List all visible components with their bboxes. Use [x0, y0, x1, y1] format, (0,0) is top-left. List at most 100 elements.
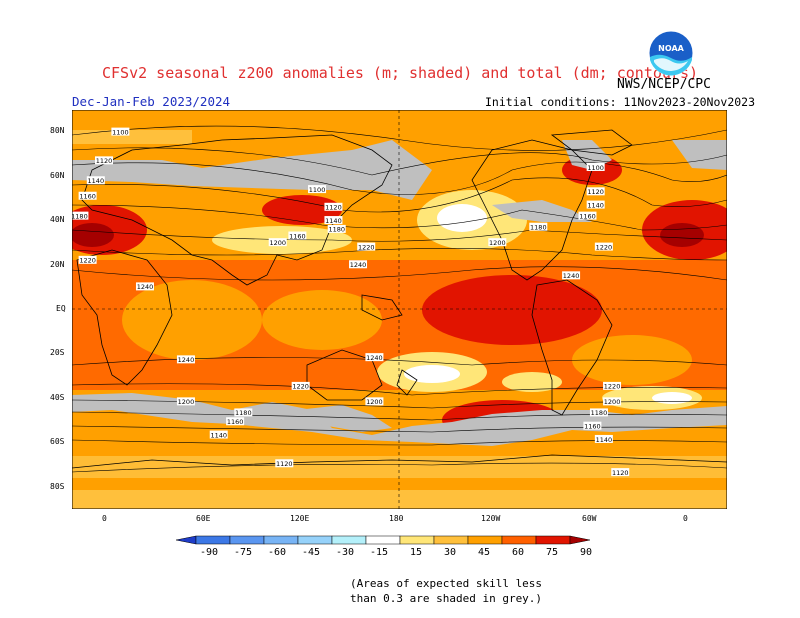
contour-label: 1120 — [587, 188, 604, 196]
contour-label-bg — [209, 430, 228, 439]
contour-label: 1120 — [325, 204, 342, 212]
colorbar-label: 75 — [546, 547, 559, 558]
contour-label-bg — [72, 211, 89, 220]
contour-label-bg — [586, 187, 605, 196]
skill-note-line2: than 0.3 are shaded in grey.) — [350, 592, 543, 605]
contour-label-bg — [234, 408, 253, 417]
contour-label: 1220 — [79, 257, 96, 265]
contour-label: 1200 — [489, 239, 506, 247]
contour-label-bg — [578, 211, 597, 220]
contour-label-bg — [226, 417, 245, 426]
contour-label-bg — [586, 162, 605, 171]
contour-label: 1240 — [563, 272, 580, 280]
contour-label: 1220 — [292, 383, 309, 391]
contour-label-bg — [135, 282, 154, 291]
skill-note-line1: (Areas of expected skill less — [350, 577, 543, 590]
contour-label: 1160 — [79, 193, 96, 201]
contour-label-bg — [603, 397, 622, 406]
contour-label: 1100 — [587, 164, 604, 172]
lon-label: 120E — [290, 514, 310, 523]
coastlines — [72, 129, 727, 469]
season-label: Dec-Jan-Feb 2023/2024 — [72, 94, 231, 109]
contour-label: 1180 — [591, 409, 608, 417]
contour-label: 1140 — [587, 201, 604, 209]
colorbar-label: -90 — [200, 547, 219, 558]
contour-label: 1180 — [235, 409, 252, 417]
contour-label: 1160 — [289, 232, 306, 240]
contour-label: 1160 — [227, 418, 244, 426]
contour-labels: 1100112011401160118012201240110011201140… — [72, 127, 630, 477]
contour-label: 1120 — [96, 157, 113, 165]
contour-label: 1120 — [276, 460, 293, 468]
colorbar-cell — [365, 535, 401, 545]
contour-label: 1220 — [596, 243, 613, 251]
lat-label: 20S — [50, 348, 65, 357]
contour-label-bg — [594, 242, 613, 251]
contour-label: 1140 — [596, 436, 613, 444]
colorbar — [176, 535, 591, 545]
contour-label-bg — [176, 397, 195, 406]
colorbar-cell — [535, 535, 571, 545]
colorbar-label: 45 — [478, 547, 491, 558]
contour-label: 1100 — [309, 186, 326, 194]
colorbar-cell — [331, 535, 367, 545]
contour-label: 1200 — [604, 398, 621, 406]
contour-label-bg — [176, 355, 195, 364]
contour-label: 1100 — [112, 128, 129, 136]
contour-label-bg — [488, 238, 507, 247]
colorbar-label: -75 — [234, 547, 253, 558]
contour-label-bg — [308, 185, 327, 194]
lat-label: EQ — [56, 304, 66, 313]
contour-label: 1180 — [530, 223, 547, 231]
contour-label-bg — [327, 224, 346, 233]
contour-label-bg — [589, 408, 608, 417]
contour-label-bg — [288, 231, 307, 240]
contour-label-bg — [95, 156, 113, 165]
contour-label-bg — [586, 200, 605, 209]
contour-label-bg — [357, 242, 376, 251]
contour-label: 1180 — [328, 226, 345, 234]
initial-conditions-label: Initial conditions: 11Nov2023-20Nov2023 — [485, 95, 756, 109]
contour-label-bg — [324, 216, 343, 225]
lon-label: 0 — [683, 514, 688, 523]
contour-label: 1140 — [88, 177, 105, 185]
lat-label: 60N — [50, 171, 65, 180]
contour-label-bg — [529, 222, 548, 231]
contour-label: 1160 — [584, 422, 601, 430]
colorbar-label: 30 — [444, 547, 457, 558]
lon-label: 120W — [481, 514, 501, 523]
contour-label: 1120 — [612, 469, 629, 477]
lon-label: 60E — [196, 514, 211, 523]
contour-label: 1200 — [366, 398, 383, 406]
colorbar-arrow-right — [569, 535, 591, 545]
lat-label: 60S — [50, 437, 65, 446]
colorbar-cell — [433, 535, 469, 545]
colorbar-cell — [399, 535, 435, 545]
contour-label: 1240 — [137, 283, 154, 291]
contour-label: 1140 — [325, 217, 342, 225]
colorbar-cell — [229, 535, 265, 545]
contour-label: 1180 — [72, 212, 88, 220]
contour-label-bg — [111, 127, 130, 136]
contour-label-bg — [291, 381, 310, 390]
colorbar-label: 90 — [580, 547, 593, 558]
logo-text: NOAA — [658, 44, 684, 53]
contour-label-bg — [562, 271, 581, 280]
colorbar-label: 60 — [512, 547, 525, 558]
colorbar-label: -30 — [336, 547, 355, 558]
source-label: NWS/NCEP/CPC — [617, 77, 711, 92]
colorbar-arrow-left — [176, 535, 197, 545]
low-skill-region-southern-ocean — [72, 393, 727, 446]
map-title: CFSv2 seasonal z200 anomalies (m; shaded… — [101, 64, 699, 82]
contour-label-bg — [603, 381, 622, 390]
contour-label: 1200 — [178, 398, 195, 406]
contour-label-bg — [275, 459, 294, 468]
contour-label: 1220 — [358, 243, 375, 251]
contour-label-bg — [611, 468, 630, 477]
contour-label-bg — [78, 255, 97, 264]
contour-label-bg — [78, 191, 97, 200]
colorbar-label: -15 — [370, 547, 389, 558]
contour-label: 1160 — [579, 212, 596, 220]
contour-label-bg — [365, 353, 384, 362]
contour-label-bg — [268, 238, 287, 247]
